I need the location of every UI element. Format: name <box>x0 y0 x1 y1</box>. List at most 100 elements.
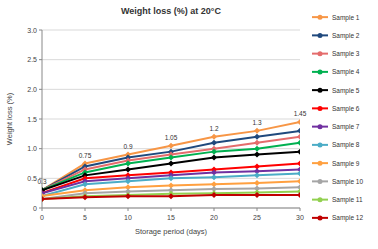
x-tick-label: 10 <box>124 214 132 221</box>
legend-item: Sample 8 <box>312 141 360 149</box>
y-tick-label: 1.0 <box>27 145 37 152</box>
y-axis-label: Weight loss (%) <box>5 92 14 145</box>
legend-item: Sample 2 <box>312 32 360 40</box>
marker <box>254 152 260 158</box>
legend-item: Sample 4 <box>312 68 360 76</box>
legend-label: Sample 4 <box>332 68 360 76</box>
legend-marker <box>318 215 323 220</box>
marker <box>168 175 174 181</box>
legend-item: Sample 7 <box>312 123 360 131</box>
legend-label: Sample 8 <box>332 141 360 149</box>
legend-marker <box>318 69 323 74</box>
x-tick-label: 0 <box>40 214 44 221</box>
legend-label: Sample 3 <box>332 50 360 58</box>
series-line <box>42 191 300 199</box>
legend-marker <box>318 51 323 56</box>
marker <box>82 194 88 200</box>
marker <box>168 155 174 161</box>
legend-marker <box>318 33 323 38</box>
marker <box>211 192 217 198</box>
x-tick-label: 15 <box>167 214 175 221</box>
legend-marker <box>318 161 323 166</box>
y-tick-label: 2.0 <box>27 86 37 93</box>
marker <box>297 161 300 167</box>
marker <box>168 193 174 199</box>
marker <box>125 166 131 172</box>
marker <box>211 174 217 180</box>
marker <box>82 181 88 187</box>
data-label: 1.2 <box>209 125 218 132</box>
data-label: 1.3 <box>252 119 261 126</box>
legend-label: Sample 7 <box>332 123 360 131</box>
y-tick-label: 0.5 <box>27 175 37 182</box>
marker <box>297 140 300 146</box>
marker <box>254 192 260 198</box>
marker <box>254 146 260 152</box>
legend-marker <box>318 142 323 147</box>
marker <box>211 149 217 155</box>
x-tick-label: 20 <box>210 214 218 221</box>
legend-item: Sample 6 <box>312 105 360 113</box>
legend-item: Sample 9 <box>312 160 360 168</box>
marker <box>42 196 45 202</box>
plot-area <box>42 119 300 202</box>
legend-label: Sample 9 <box>332 160 360 168</box>
legend-marker <box>318 106 323 111</box>
x-axis <box>42 208 300 209</box>
legend-item: Sample 3 <box>312 50 360 58</box>
marker <box>42 196 45 202</box>
grid-line <box>42 59 300 60</box>
marker <box>211 155 217 161</box>
marker <box>297 134 300 140</box>
x-tick-label: 5 <box>83 214 87 221</box>
legend-label: Sample 5 <box>332 87 360 95</box>
marker <box>168 143 174 149</box>
legend-label: Sample 6 <box>332 105 360 113</box>
marker <box>297 128 300 134</box>
legend-label: Sample 1 <box>332 14 360 22</box>
data-label: 1.05 <box>165 134 178 141</box>
legend-label: Sample 2 <box>332 32 360 40</box>
title: Weight loss (%) at 20°C <box>121 6 221 16</box>
grid-line <box>42 208 300 209</box>
marker <box>297 119 300 125</box>
x-axis-label: Storage period (days) <box>135 227 208 236</box>
marker <box>254 140 260 146</box>
series-line <box>42 169 300 193</box>
marker <box>297 149 300 155</box>
legend-item: Sample 12 <box>312 214 363 222</box>
x-tick-label: 25 <box>253 214 261 221</box>
y-tick-label: 2.5 <box>27 56 37 63</box>
data-label: 1.45 <box>294 110 307 117</box>
legend-marker <box>318 179 323 184</box>
legend-marker <box>318 124 323 129</box>
y-tick-label: 3.0 <box>27 27 37 34</box>
legend-item: Sample 5 <box>312 87 360 95</box>
legend-marker <box>318 15 323 20</box>
legend-marker <box>318 197 323 202</box>
chart: Weight loss (%) at 20°C00.51.01.52.02.53… <box>0 0 378 249</box>
legend-item: Sample 10 <box>312 178 363 186</box>
legend-label: Sample 11 <box>332 196 363 204</box>
data-label: 0.3 <box>37 178 46 185</box>
grid-line <box>42 30 300 31</box>
marker <box>254 134 260 140</box>
marker <box>125 193 131 199</box>
series-line <box>42 131 300 190</box>
legend-label: Sample 10 <box>332 178 363 186</box>
legend-item: Sample 1 <box>312 14 360 22</box>
legend-item: Sample 11 <box>312 196 363 204</box>
series-line <box>42 187 300 199</box>
legend-marker <box>318 88 323 93</box>
marker <box>297 178 300 184</box>
y-tick-label: 0 <box>33 205 37 212</box>
marker <box>125 161 131 167</box>
marker <box>254 128 260 134</box>
grid-line <box>42 89 300 90</box>
x-tick-label: 30 <box>296 214 304 221</box>
data-label: 0.75 <box>79 152 92 159</box>
marker <box>297 171 300 177</box>
data-labels: 0.3 0.75 0.9 1.05 1.2 1.3 1.45 <box>37 110 306 185</box>
data-label: 0.9 <box>123 143 132 150</box>
legend-label: Sample 12 <box>332 214 363 222</box>
